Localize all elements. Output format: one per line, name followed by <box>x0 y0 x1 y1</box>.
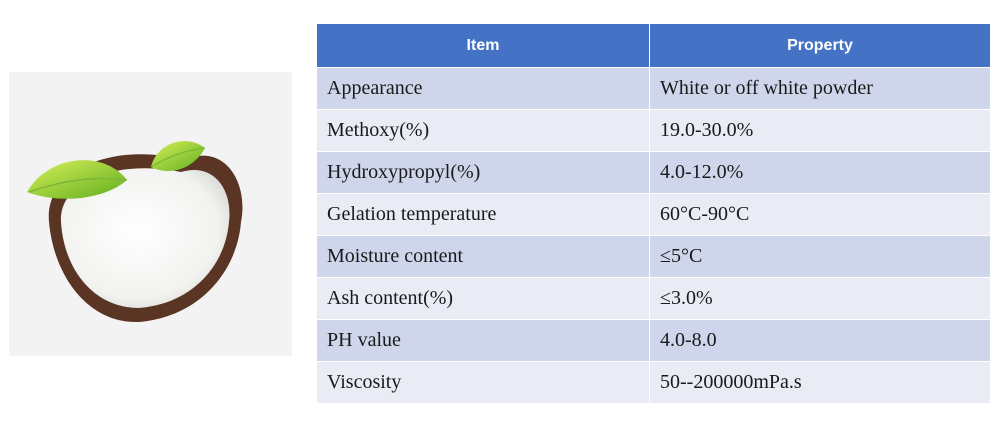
table-row: Moisture content ≤5°C <box>316 235 991 278</box>
property-cell: 4.0-12.0% <box>649 151 991 194</box>
header-property: Property <box>649 23 991 68</box>
table-row: Gelation temperature 60°C-90°C <box>316 193 991 236</box>
table-row: Viscosity 50--200000mPa.s <box>316 361 991 404</box>
item-cell: Gelation temperature <box>316 193 650 236</box>
leaf-left <box>27 160 127 199</box>
item-cell: Hydroxypropyl(%) <box>316 151 650 194</box>
powder-bowl-image <box>27 141 243 323</box>
product-photo <box>9 72 292 356</box>
powder-shape <box>60 168 230 308</box>
header-item: Item <box>316 23 650 68</box>
specification-table: Item Property Appearance White or off wh… <box>316 23 991 404</box>
item-cell: Appearance <box>316 67 650 110</box>
property-cell: 19.0-30.0% <box>649 109 991 152</box>
item-cell: Viscosity <box>316 361 650 404</box>
table-row: Appearance White or off white powder <box>316 67 991 110</box>
property-cell: 50--200000mPa.s <box>649 361 991 404</box>
item-cell: Moisture content <box>316 235 650 278</box>
property-cell: White or off white powder <box>649 67 991 110</box>
property-cell: 4.0-8.0 <box>649 319 991 362</box>
property-cell: 60°C-90°C <box>649 193 991 236</box>
item-cell: PH value <box>316 319 650 362</box>
leaf-right <box>151 141 205 172</box>
property-cell: ≤3.0% <box>649 277 991 320</box>
table-row: Hydroxypropyl(%) 4.0-12.0% <box>316 151 991 194</box>
table-row: PH value 4.0-8.0 <box>316 319 991 362</box>
item-cell: Ash content(%) <box>316 277 650 320</box>
table-row: Ash content(%) ≤3.0% <box>316 277 991 320</box>
property-cell: ≤5°C <box>649 235 991 278</box>
table-row: Methoxy(%) 19.0-30.0% <box>316 109 991 152</box>
table-header-row: Item Property <box>316 23 991 68</box>
item-cell: Methoxy(%) <box>316 109 650 152</box>
